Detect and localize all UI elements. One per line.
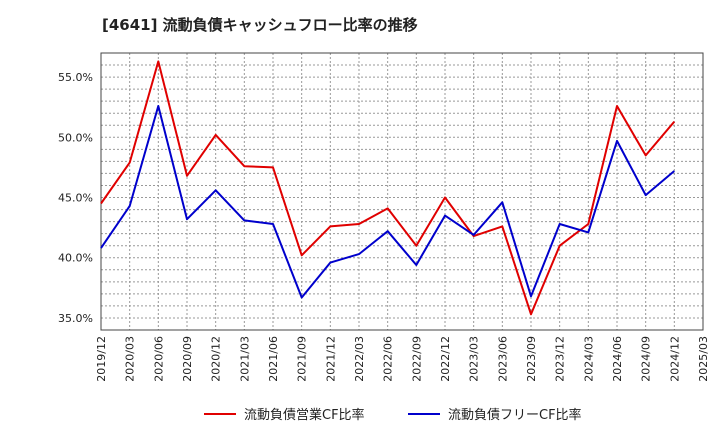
legend: 流動負債営業CF比率 流動負債フリーCF比率: [204, 407, 582, 423]
y-tick-label: 50.0%: [58, 131, 93, 144]
legend-label-2: 流動負債フリーCF比率: [448, 407, 582, 423]
x-tick-label: 2021/12: [324, 336, 337, 382]
x-tick-label: 2023/06: [496, 336, 509, 382]
x-tick-label: 2022/06: [382, 336, 395, 382]
series-lines: [100, 60, 676, 316]
y-axis-ticks: 35.0% 40.0% 45.0% 50.0% 55.0%: [58, 71, 93, 325]
x-tick-label: 2023/09: [525, 336, 538, 382]
series-line-2: [100, 105, 675, 299]
plot-area: [100, 52, 704, 331]
y-tick-label: 35.0%: [58, 312, 93, 325]
y-tick-label: 40.0%: [58, 252, 93, 265]
chart-title: [4641] 流動負債キャッシュフロー比率の推移: [102, 16, 418, 34]
x-tick-label: 2020/09: [181, 336, 194, 382]
x-tick-label: 2024/03: [582, 336, 595, 382]
y-tick-label: 55.0%: [58, 71, 93, 84]
x-tick-label: 2023/03: [468, 336, 481, 382]
x-tick-label: 2021/09: [296, 336, 309, 382]
series-line-1: [100, 60, 676, 316]
grid-lines: [101, 53, 703, 330]
x-tick-label: 2021/06: [267, 336, 280, 382]
x-tick-label: 2025/03: [697, 336, 710, 382]
legend-label-1: 流動負債営業CF比率: [244, 407, 365, 423]
x-tick-label: 2022/03: [353, 336, 366, 382]
x-tick-label: 2024/09: [640, 336, 653, 382]
x-tick-label: 2020/12: [210, 336, 223, 382]
x-tick-label: 2022/12: [439, 336, 452, 382]
x-tick-label: 2024/12: [668, 336, 681, 382]
x-tick-label: 2023/12: [554, 336, 567, 382]
x-tick-label: 2022/09: [410, 336, 423, 382]
x-tick-label: 2021/03: [238, 336, 251, 382]
x-tick-label: 2024/06: [611, 336, 624, 382]
x-tick-label: 2020/06: [152, 336, 165, 382]
x-tick-label: 2019/12: [95, 336, 108, 382]
x-axis-ticks: 2019/12 2020/03 2020/06 2020/09 2020/12 2021/…: [95, 336, 710, 382]
y-tick-label: 45.0%: [58, 192, 93, 205]
x-tick-label: 2020/03: [124, 336, 137, 382]
